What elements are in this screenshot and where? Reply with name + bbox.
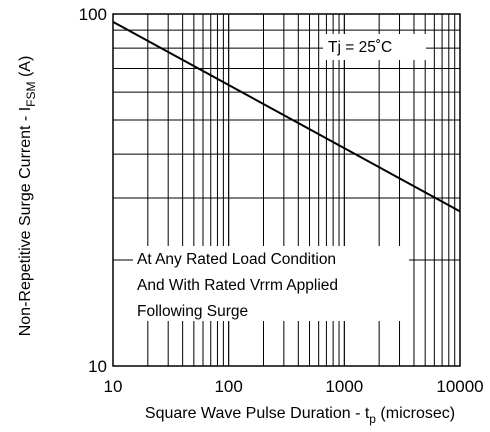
series-lines [112,20,461,213]
y-axis-title-main: Non-Repetitive Surge Current - I [17,107,34,336]
condition-line-3: Following Surge [137,303,248,320]
x-tick-label: 10 [104,377,123,396]
y-axis-title-suffix: (A) [17,56,34,82]
tj-label: Tj = 25˚C [328,39,392,56]
condition-line-1: At Any Rated Load Condition [137,251,336,268]
y-axis-title: Non-Repetitive Surge Current - IFSM (A) [17,56,38,337]
condition-mask [133,246,409,321]
x-axis-title-main: Square Wave Pulse Duration - t [145,405,370,422]
series-line-0 [112,20,461,213]
condition-line-2: And With Rated Vrrm Applied [137,277,338,294]
tick-labels: 10 100 1000 10000 10 100 [79,5,484,396]
x-axis-title-suffix: (microsec) [376,405,455,422]
x-tick-label: 10000 [436,377,483,396]
x-axis-title-sub: p [369,412,376,426]
y-tick-label: 100 [79,5,107,24]
x-tick-label: 1000 [325,377,363,396]
tj-label-mask [323,34,426,60]
x-axis-title: Square Wave Pulse Duration - tp (microse… [145,405,455,426]
y-tick-label: 10 [88,357,107,376]
plot-frame [112,13,461,367]
x-tick-label: 100 [214,377,242,396]
y-axis-title-sub: FSM [24,82,38,107]
